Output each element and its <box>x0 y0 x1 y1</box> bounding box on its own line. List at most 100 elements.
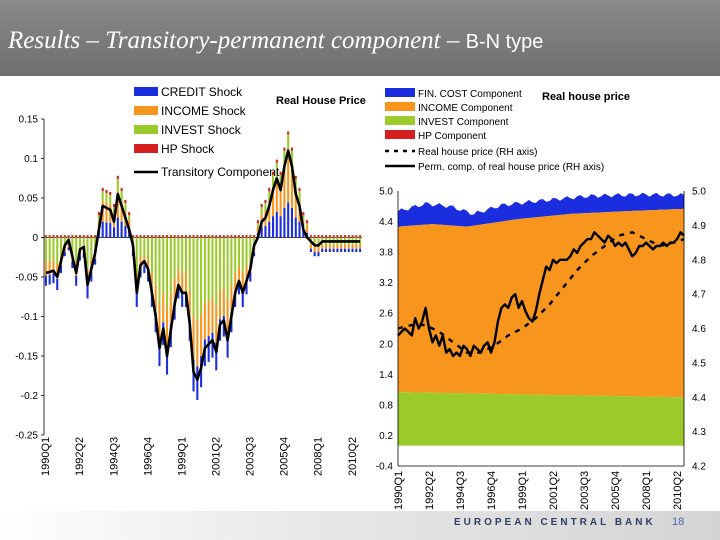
left-bar-invest <box>86 237 89 269</box>
left-bar-invest <box>139 237 142 258</box>
left-bar-income <box>165 307 169 347</box>
left-bar-invest <box>78 237 82 249</box>
left-y-tick-label: -0.15 <box>15 352 38 363</box>
right-x-tick-label: 1994Q3 <box>455 471 467 510</box>
left-bar-income <box>147 259 150 273</box>
left-bar-hp <box>237 235 241 238</box>
left-bar-invest <box>317 237 320 247</box>
left-bar-income <box>203 303 206 340</box>
left-bar-income <box>336 244 339 249</box>
left-bar-income <box>279 188 282 217</box>
left-x-tick-label: 2005Q4 <box>279 437 291 476</box>
left-x-tick-label: 2001Q2 <box>210 437 222 476</box>
left-y-tick-label: 0.15 <box>19 115 39 126</box>
left-bar-invest <box>200 237 203 314</box>
left-bar-credit <box>275 212 278 238</box>
left-bar-hp <box>241 235 244 238</box>
slide-title-type: B-N type <box>465 31 544 53</box>
left-bar-income <box>215 305 218 343</box>
right-left-y-tick-label: 5.0 <box>379 187 393 198</box>
left-bar-income <box>355 244 358 249</box>
left-bar-invest <box>253 237 256 247</box>
left-bar-hp <box>162 235 165 238</box>
left-bar-invest <box>215 237 218 306</box>
left-bar-hp <box>97 212 100 216</box>
left-bar-hp <box>211 235 214 238</box>
left-bar-invest <box>150 237 153 273</box>
left-legend-label: CREDIT Shock <box>161 85 243 99</box>
left-bar-hp <box>82 235 85 238</box>
left-bar-invest <box>124 203 127 211</box>
left-bar-credit <box>215 342 218 371</box>
left-bar-invest <box>218 237 222 291</box>
left-bar-invest <box>147 237 150 260</box>
left-bar-hp <box>90 235 93 238</box>
right-right-y-tick-label: 4.3 <box>692 427 706 438</box>
left-bar-invest <box>75 237 78 262</box>
left-bar-credit <box>268 221 271 238</box>
left-bar-credit <box>264 225 267 238</box>
left-bar-credit <box>249 272 252 282</box>
left-bar-income <box>192 316 195 360</box>
left-bar-invest <box>63 237 66 247</box>
left-y-tick-label: 0.1 <box>24 154 38 165</box>
left-bar-hp <box>324 235 328 238</box>
left-bar-hp <box>181 235 184 238</box>
left-bar-hp <box>287 131 290 135</box>
left-bar-income <box>207 300 210 337</box>
left-bar-invest <box>101 191 104 202</box>
left-bar-credit <box>245 282 248 295</box>
left-bar-credit <box>332 248 335 252</box>
left-bar-credit <box>196 366 199 400</box>
left-bar-hp <box>359 235 362 238</box>
left-bar-invest <box>271 174 275 189</box>
right-x-tick-label: 1996Q4 <box>486 471 498 510</box>
left-bar-invest <box>109 195 112 205</box>
left-bar-hp <box>294 175 297 179</box>
left-bar-credit <box>328 248 331 252</box>
left-bar-hp <box>317 235 320 238</box>
left-chart-title: Real House Price <box>276 95 366 107</box>
left-bar-invest <box>237 237 241 267</box>
left-bar-hp <box>203 235 206 238</box>
right-right-y-tick-label: 4.9 <box>692 221 706 232</box>
left-bar-hp <box>75 235 78 238</box>
left-bar-invest <box>158 237 161 304</box>
left-bar-hp <box>271 171 275 175</box>
left-bar-hp <box>332 235 335 238</box>
left-bar-income <box>196 320 199 367</box>
left-bar-hp <box>283 147 286 151</box>
left-bar-income <box>52 260 55 274</box>
left-bar-credit <box>181 292 184 307</box>
left-bar-hp <box>207 235 210 238</box>
left-bar-income <box>173 279 176 303</box>
left-bar-hp <box>71 235 74 238</box>
left-bar-income <box>177 268 180 286</box>
left-x-tick-label: 1992Q2 <box>74 437 86 476</box>
left-x-tick-label: 1996Q4 <box>142 437 154 476</box>
right-real-house-price-line <box>397 231 685 358</box>
right-left-y-tick-label: 1.4 <box>379 370 393 381</box>
left-bar-hp <box>184 235 188 238</box>
right-x-tick-label: 2001Q2 <box>548 471 560 510</box>
left-bar-credit <box>309 248 312 252</box>
left-y-tick-label: -0.25 <box>15 431 38 442</box>
left-bar-hp <box>355 235 358 238</box>
left-bar-credit <box>359 248 362 252</box>
right-legend-swatch <box>385 102 415 111</box>
left-bar-invest <box>260 207 263 214</box>
left-bar-hp <box>351 235 354 238</box>
left-bar-credit <box>253 252 256 257</box>
right-legend-label: Perm. comp. of real house price (RH axis… <box>418 162 604 173</box>
left-bar-invest <box>165 237 169 308</box>
left-bar-invest <box>268 191 271 202</box>
left-bar-hp <box>302 212 305 216</box>
left-bar-hp <box>298 187 301 192</box>
left-bar-credit <box>56 278 59 291</box>
left-bar-hp <box>222 235 225 238</box>
left-bar-invest <box>97 215 100 221</box>
left-bar-hp <box>105 189 108 194</box>
left-bar-income <box>158 303 161 340</box>
left-bar-income <box>359 244 362 249</box>
left-bar-invest <box>56 237 59 264</box>
